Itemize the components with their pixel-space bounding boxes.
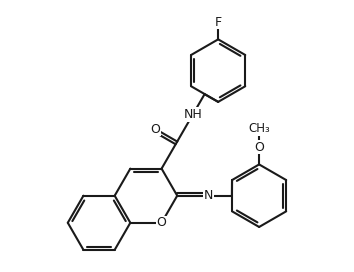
- Text: N: N: [204, 189, 213, 202]
- Text: O: O: [157, 216, 166, 229]
- Text: NH: NH: [183, 108, 202, 121]
- Text: O: O: [150, 123, 160, 135]
- Text: O: O: [254, 141, 264, 154]
- Text: F: F: [215, 16, 222, 29]
- Text: CH₃: CH₃: [248, 122, 270, 135]
